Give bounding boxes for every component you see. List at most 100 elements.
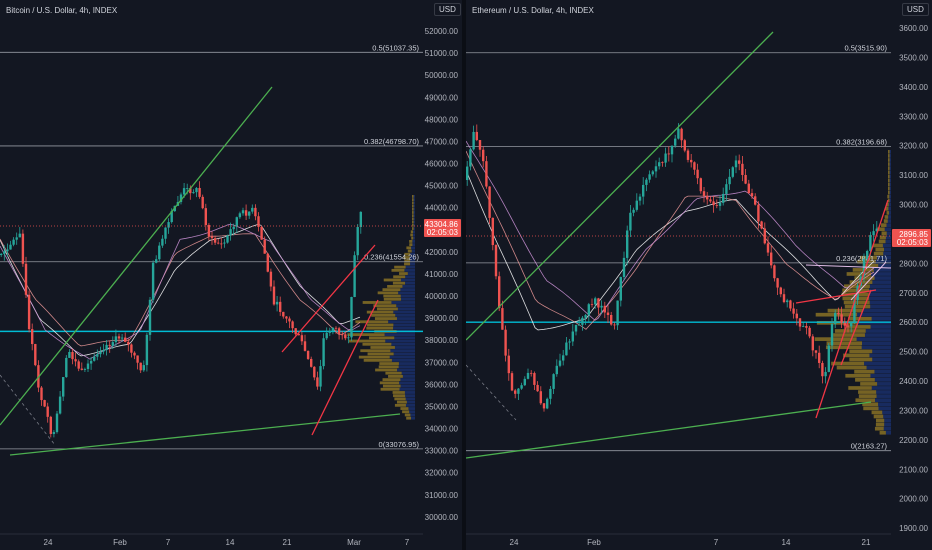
candle-body[interactable] <box>501 308 504 330</box>
moving-average-line[interactable] <box>0 223 361 357</box>
candle-body[interactable] <box>263 239 266 254</box>
candle-body[interactable] <box>658 162 661 167</box>
candle-body[interactable] <box>616 300 619 326</box>
candle-body[interactable] <box>683 140 686 151</box>
candle-body[interactable] <box>142 365 145 371</box>
candle-body[interactable] <box>49 416 52 434</box>
candle-body[interactable] <box>594 298 597 305</box>
candle-body[interactable] <box>282 311 285 317</box>
candle-body[interactable] <box>744 174 747 184</box>
candle-body[interactable] <box>776 278 779 288</box>
candle-body[interactable] <box>310 358 313 367</box>
candle-body[interactable] <box>334 327 338 329</box>
candle-body[interactable] <box>337 328 341 335</box>
candle-body[interactable] <box>62 377 65 397</box>
candle-body[interactable] <box>83 368 87 370</box>
channel-line-pink[interactable] <box>850 261 887 301</box>
candle-body[interactable] <box>220 243 223 245</box>
candle-body[interactable] <box>622 257 626 278</box>
candle-body[interactable] <box>750 193 754 197</box>
candle-body[interactable] <box>120 337 124 339</box>
candle-body[interactable] <box>770 252 773 266</box>
channel-line-red[interactable] <box>840 289 872 366</box>
candle-body[interactable] <box>353 255 356 297</box>
candle-body[interactable] <box>693 162 696 170</box>
candle-body[interactable] <box>210 236 214 239</box>
candle-body[interactable] <box>808 327 811 337</box>
candle-body[interactable] <box>677 128 680 139</box>
candle-body[interactable] <box>164 227 167 239</box>
candle-body[interactable] <box>539 391 542 404</box>
candle-body[interactable] <box>690 159 693 163</box>
candle-body[interactable] <box>706 195 709 200</box>
candle-body[interactable] <box>546 398 549 409</box>
candle-body[interactable] <box>830 323 834 346</box>
candle-body[interactable] <box>523 378 526 386</box>
candle-body[interactable] <box>603 305 606 313</box>
candle-body[interactable] <box>843 322 846 326</box>
candle-body[interactable] <box>814 350 818 353</box>
candle-body[interactable] <box>827 345 830 372</box>
candle-body[interactable] <box>597 298 600 308</box>
candle-body[interactable] <box>552 374 555 389</box>
candle-body[interactable] <box>155 259 158 263</box>
candle-body[interactable] <box>229 229 232 236</box>
candle-body[interactable] <box>632 209 635 213</box>
candle-body[interactable] <box>136 355 139 363</box>
candle-body[interactable] <box>71 352 74 360</box>
candle-body[interactable] <box>485 161 488 187</box>
candle-body[interactable] <box>325 332 328 339</box>
candle-body[interactable] <box>251 207 254 212</box>
candle-body[interactable] <box>613 324 616 326</box>
candle-body[interactable] <box>773 265 776 279</box>
candle-body[interactable] <box>581 317 584 325</box>
candle-body[interactable] <box>269 271 273 287</box>
btc-currency-button[interactable]: USD <box>434 3 461 16</box>
candle-body[interactable] <box>795 313 798 319</box>
candle-body[interactable] <box>674 138 677 146</box>
candle-body[interactable] <box>712 201 715 206</box>
candle-body[interactable] <box>195 187 198 193</box>
candle-body[interactable] <box>201 196 204 209</box>
candle-body[interactable] <box>319 366 322 387</box>
candle-body[interactable] <box>257 216 260 227</box>
candle-body[interactable] <box>840 314 843 323</box>
candle-body[interactable] <box>198 187 201 197</box>
candle-body[interactable] <box>789 300 792 309</box>
candle-body[interactable] <box>96 354 99 357</box>
candle-body[interactable] <box>300 335 304 342</box>
candle-body[interactable] <box>40 387 43 401</box>
candle-body[interactable] <box>347 337 350 339</box>
candle-body[interactable] <box>167 222 170 228</box>
candle-body[interactable] <box>151 262 155 300</box>
candle-body[interactable] <box>285 316 288 319</box>
candle-body[interactable] <box>520 385 523 389</box>
candle-body[interactable] <box>260 226 263 240</box>
candle-body[interactable] <box>514 390 517 394</box>
candle-body[interactable] <box>133 352 136 356</box>
candle-body[interactable] <box>294 328 297 335</box>
candle-body[interactable] <box>331 327 335 331</box>
candle-body[interactable] <box>642 184 645 197</box>
candle-body[interactable] <box>105 344 108 351</box>
candle-body[interactable] <box>574 324 578 332</box>
candle-body[interactable] <box>223 242 226 244</box>
eth-chart-pane[interactable]: 3600.00 3500.00 3400.00 3300.00 3200.00 3100.… <box>466 0 932 550</box>
candle-body[interactable] <box>266 253 269 272</box>
candle-body[interactable] <box>58 396 62 414</box>
candle-body[interactable] <box>350 296 353 338</box>
candle-body[interactable] <box>86 363 90 369</box>
candle-body[interactable] <box>488 186 491 218</box>
candle-body[interactable] <box>297 334 300 336</box>
candle-body[interactable] <box>21 233 25 264</box>
candle-body[interactable] <box>52 432 56 434</box>
candle-body[interactable] <box>584 315 587 318</box>
candle-body[interactable] <box>850 322 853 327</box>
candle-body[interactable] <box>46 406 49 417</box>
candle-body[interactable] <box>818 352 821 363</box>
candle-body[interactable] <box>498 276 501 309</box>
channel-line-red[interactable] <box>281 244 376 353</box>
candle-body[interactable] <box>80 368 83 370</box>
candle-body[interactable] <box>108 344 111 346</box>
moving-average-line[interactable] <box>466 169 875 331</box>
